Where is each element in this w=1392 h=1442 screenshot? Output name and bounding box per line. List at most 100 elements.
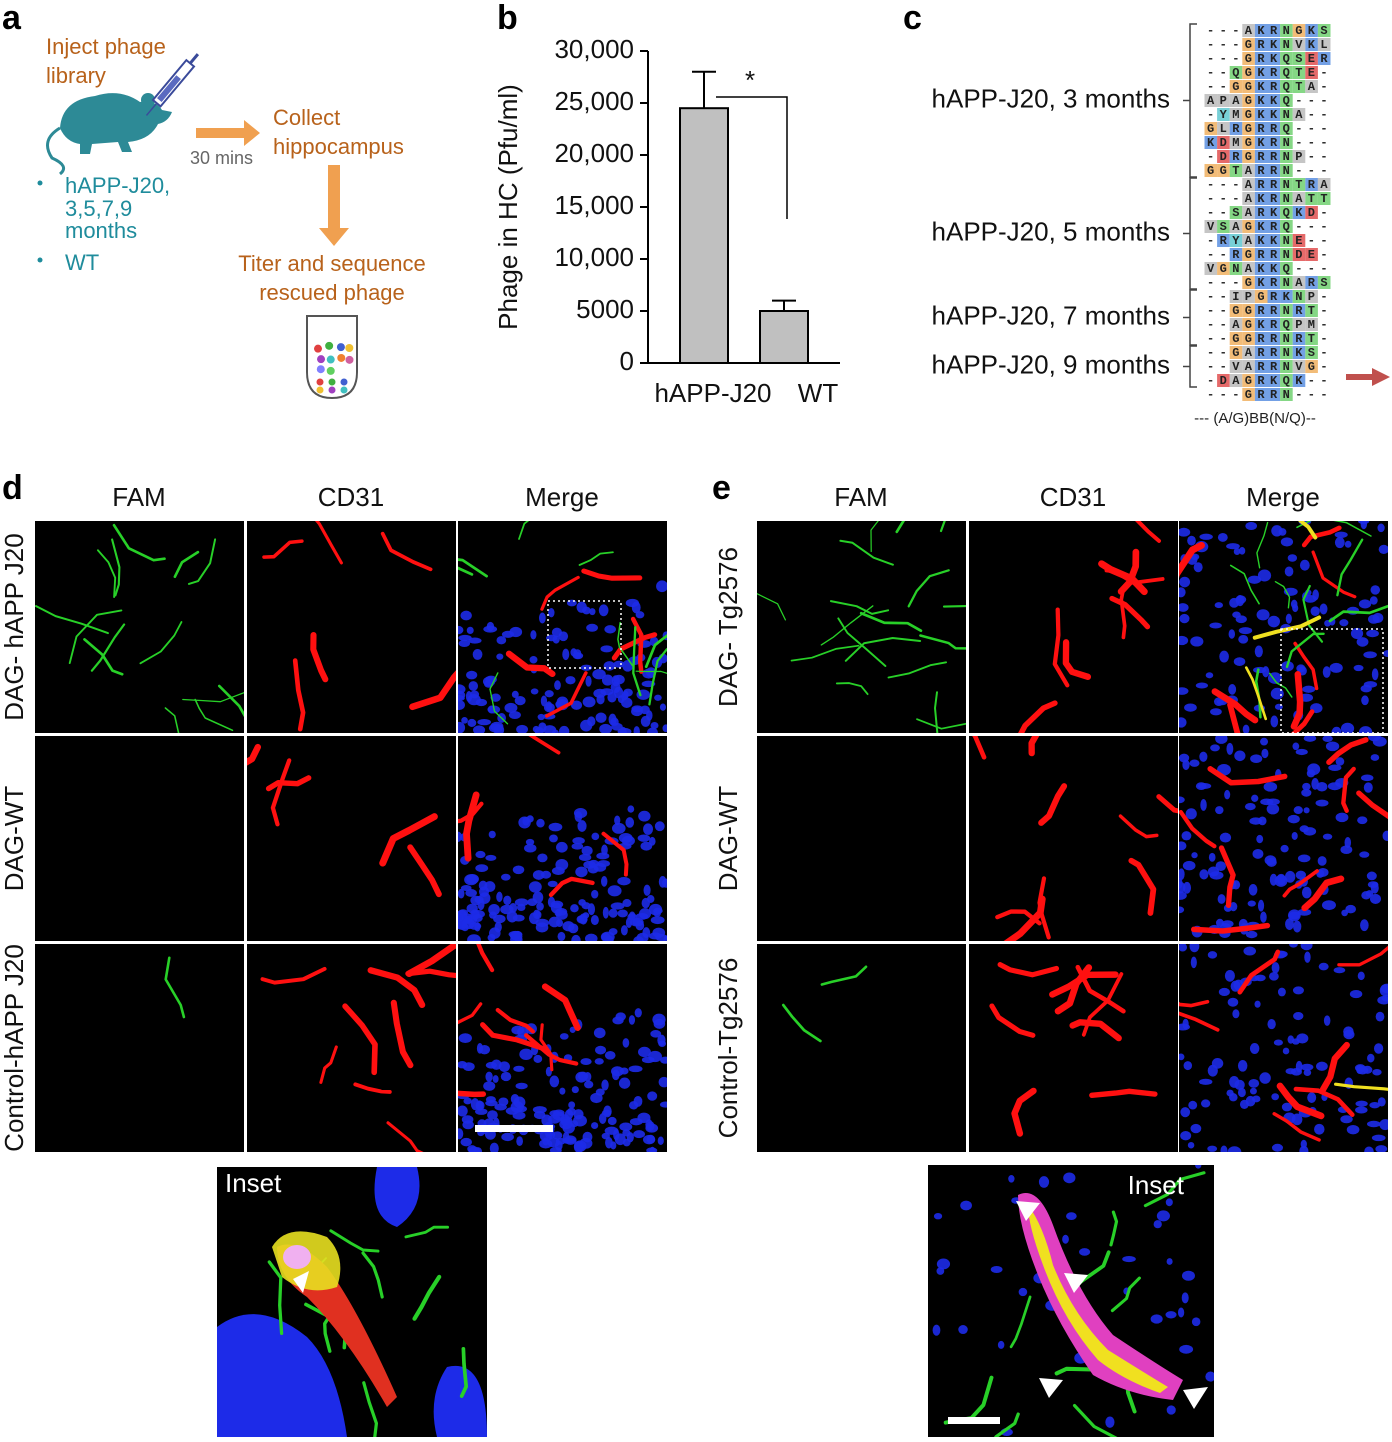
stain [489, 672, 509, 725]
stain [548, 876, 595, 898]
nucleus [1233, 547, 1241, 556]
nucleus [1205, 672, 1214, 679]
stain [518, 521, 530, 540]
nucleus [580, 664, 593, 671]
nucleus [586, 623, 598, 632]
nucleus [601, 1079, 609, 1091]
residue-bg [1267, 332, 1281, 345]
nucleus [1179, 587, 1186, 598]
nucleus [633, 1095, 643, 1107]
nucleus [646, 1134, 656, 1144]
nucleus [1187, 535, 1196, 546]
stain [1341, 766, 1356, 813]
nucleus [1179, 868, 1185, 880]
nucleus [478, 880, 488, 891]
nucleus [562, 648, 570, 661]
nucleus [632, 918, 641, 926]
micrograph [35, 521, 244, 733]
stain [187, 538, 217, 585]
nucleus [646, 710, 653, 721]
residue-bg [1229, 346, 1243, 359]
group-text: months [65, 218, 137, 243]
nucleus [1372, 612, 1384, 623]
residue-bg [1280, 108, 1293, 121]
stain [1190, 922, 1271, 934]
stain [1276, 1082, 1325, 1120]
nucleus [1300, 1063, 1314, 1071]
nucleus [489, 927, 501, 939]
nucleus [551, 627, 562, 638]
residue-bg [1280, 66, 1293, 79]
nucleus [488, 903, 500, 916]
tube-dot [345, 355, 354, 364]
bullet [37, 257, 43, 263]
stain [611, 632, 658, 661]
nucleus [617, 909, 628, 918]
sequence: VSAGKRQ--- [1207, 220, 1333, 234]
residue-bg [1254, 80, 1268, 93]
residue-bg [1217, 150, 1230, 163]
residue-bg [1305, 80, 1318, 93]
residue-bg [1317, 24, 1331, 37]
stain [1290, 671, 1304, 730]
residue-bg [1267, 234, 1281, 247]
residue-bg [1229, 374, 1243, 387]
group-text: WT [65, 250, 99, 275]
nucleus [485, 1096, 496, 1103]
column-header: FAM [112, 482, 165, 512]
nucleus [1227, 1146, 1242, 1152]
nucleus [496, 636, 507, 645]
stain [1207, 766, 1288, 786]
nucleus [1179, 527, 1191, 537]
nucleus [1271, 1143, 1284, 1152]
nucleus [662, 724, 667, 733]
stain [139, 621, 183, 665]
residue-bg [1229, 80, 1243, 93]
nucleus [1299, 1145, 1309, 1152]
nucleus [621, 835, 635, 846]
y-tick-label: 20,000 [554, 138, 634, 168]
residue-bg [1280, 178, 1293, 191]
nucleus [587, 865, 599, 874]
nucleus [467, 1145, 477, 1152]
residue-bg [1267, 262, 1281, 275]
nucleus [1166, 1405, 1176, 1415]
nucleus [1382, 650, 1388, 657]
residue-bg [1229, 164, 1243, 177]
sequence: --RGRRNDE- [1207, 248, 1333, 262]
inset-box [547, 600, 622, 669]
panel-label: c [903, 0, 922, 37]
nucleus [458, 1128, 464, 1140]
nucleus [568, 923, 579, 934]
nucleus [1340, 722, 1355, 733]
nucleus [1195, 682, 1208, 689]
micrograph-bg [35, 944, 244, 1152]
residue-bg [1280, 164, 1293, 177]
nucleus [1271, 525, 1283, 537]
step-text: Inject phage [46, 34, 166, 59]
residue-bg [1204, 220, 1218, 233]
nucleus [1378, 544, 1388, 555]
nucleus [1280, 537, 1294, 547]
nucleus [1179, 906, 1185, 914]
tube-dot [326, 355, 335, 364]
nucleus [530, 688, 539, 695]
group-text: hAPP-J20, [65, 173, 170, 198]
stain [1018, 700, 1058, 733]
nucleus [516, 724, 529, 733]
nucleus [1189, 759, 1200, 767]
nucleus [1314, 1123, 1325, 1135]
nucleus [1257, 569, 1272, 582]
stain [601, 831, 629, 877]
stain [173, 550, 200, 579]
nucleus [1360, 774, 1374, 782]
residue-bg [1254, 178, 1268, 191]
residue-bg [1267, 108, 1281, 121]
nucleus [1315, 1061, 1328, 1071]
nucleus [536, 902, 544, 911]
residue-bg [1254, 66, 1268, 79]
residue-bg [1280, 24, 1293, 37]
sequence: ---GRRN--- [1207, 388, 1333, 402]
stain [1336, 538, 1364, 597]
residue-bg [1267, 150, 1281, 163]
